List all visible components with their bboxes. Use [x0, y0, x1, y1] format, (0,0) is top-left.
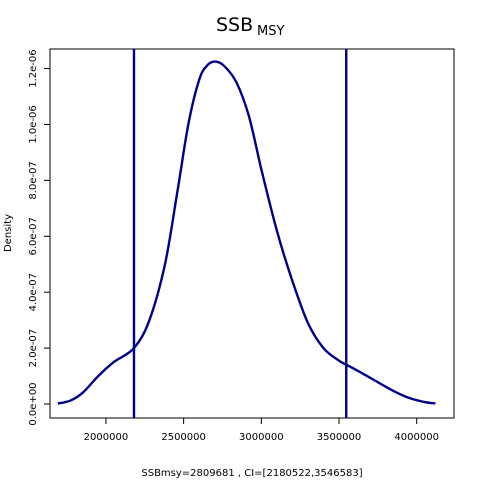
x-tick-label: 3500000 — [317, 432, 362, 443]
x-axis-label: SSBmsy=2809681 , CI=[2180522,3546583] — [141, 468, 362, 479]
y-axis: 0.0e+00 2.0e-07 4.0e-07 6.0e-07 8.0e-07 1.0e-… — [28, 49, 50, 426]
density-curve — [57, 60, 436, 405]
chart-title: SSB — [216, 14, 253, 36]
chart-title-subscript: MSY — [257, 24, 284, 39]
y-tick-label: 6.0e-07 — [28, 217, 39, 255]
x-axis: 2000000 2500000 3000000 3500000 4000000 — [84, 418, 439, 443]
y-tick-label: 4.0e-07 — [28, 273, 39, 311]
ci-lines — [132, 49, 348, 418]
x-tick-label: 2500000 — [161, 432, 206, 443]
series-layer — [57, 60, 436, 405]
x-tick-label: 4000000 — [394, 432, 439, 443]
y-axis-label: Density — [3, 214, 14, 252]
y-tick-label: 8.0e-07 — [28, 161, 39, 199]
plot-box — [49, 48, 455, 419]
y-tick-label: 2.0e-07 — [28, 329, 39, 367]
x-tick-label: 3000000 — [239, 432, 284, 443]
x-tick-label: 2000000 — [84, 432, 129, 443]
y-tick-label: 0.0e+00 — [28, 382, 39, 425]
y-tick-label: 1.0e-06 — [28, 105, 39, 143]
y-tick-label: 1.2e-06 — [28, 49, 39, 87]
